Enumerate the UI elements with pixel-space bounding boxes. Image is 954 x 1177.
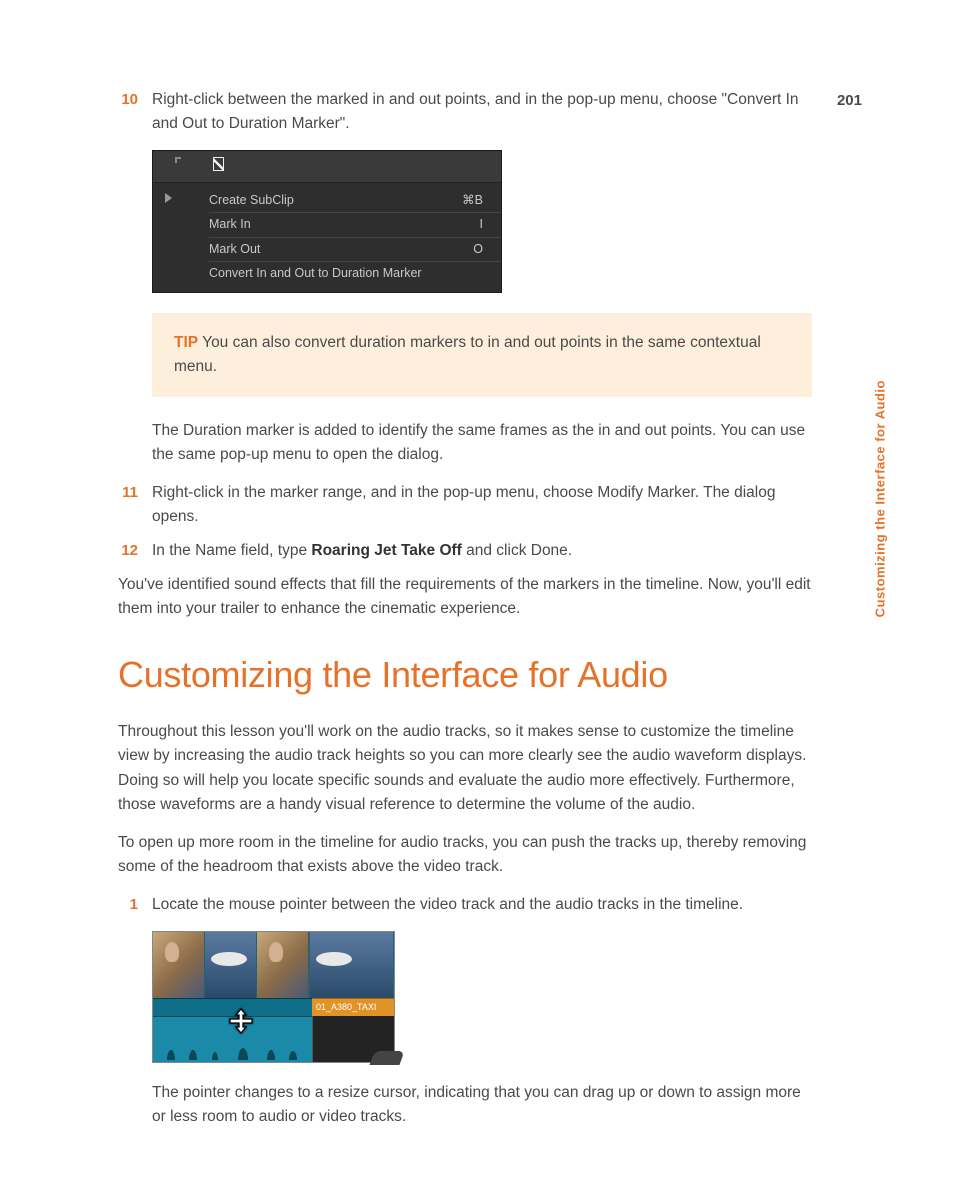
menu-label: Convert In and Out to Duration Marker xyxy=(209,264,422,283)
timeline-figure: 01_A380_TAXI xyxy=(152,931,395,1063)
menu-item-mark-in: Mark In I xyxy=(209,213,501,237)
menu-shortcut: ⌘B xyxy=(462,191,483,210)
audio-empty xyxy=(312,1016,394,1062)
text-part: and click Done. xyxy=(462,542,572,559)
waveform-icon xyxy=(369,1051,404,1065)
plane-thumb xyxy=(310,932,394,998)
step-number: 12 xyxy=(118,539,152,563)
step-12: 12 In the Name field, type Roaring Jet T… xyxy=(118,539,812,563)
step-text: Right-click in the marker range, and in … xyxy=(152,481,812,529)
bold-text: Roaring Jet Take Off xyxy=(311,542,461,559)
paragraph: To open up more room in the timeline for… xyxy=(118,831,812,879)
menu-shortcut: O xyxy=(473,240,483,259)
clip-label: 01_A380_TAXI xyxy=(312,998,394,1016)
text-part: In the Name field, type xyxy=(152,542,311,559)
step-text: In the Name field, type Roaring Jet Take… xyxy=(152,539,812,563)
section-heading: Customizing the Interface for Audio xyxy=(118,647,812,703)
menu-shortcut: I xyxy=(480,215,483,234)
menu-label: Mark In xyxy=(209,215,251,234)
step-text: Right-click between the marked in and ou… xyxy=(152,88,812,136)
menu-label: Create SubClip xyxy=(209,191,294,210)
paragraph: Throughout this lesson you'll work on th… xyxy=(118,720,812,816)
menu-items: Create SubClip ⌘B Mark In I Mark Out O C… xyxy=(153,183,501,292)
tip-text: You can also convert duration markers to… xyxy=(174,334,761,375)
clip-label-row: 01_A380_TAXI xyxy=(153,998,394,1016)
menu-label: Mark Out xyxy=(209,240,260,259)
paragraph: The Duration marker is added to identify… xyxy=(152,419,812,467)
video-thumbnail xyxy=(205,932,257,998)
play-icon xyxy=(165,193,172,203)
video-thumbnail xyxy=(257,932,309,998)
context-menu-figure: Create SubClip ⌘B Mark In I Mark Out O C… xyxy=(152,150,502,293)
menu-item-mark-out: Mark Out O xyxy=(209,238,501,262)
menu-item-convert-duration: Convert In and Out to Duration Marker xyxy=(209,262,501,285)
side-running-title: Customizing the Interface for Audio xyxy=(870,380,890,617)
step-number: 10 xyxy=(118,88,152,136)
menu-item-create-subclip: Create SubClip ⌘B xyxy=(209,189,501,213)
audio-track xyxy=(153,1016,394,1062)
step-number: 11 xyxy=(118,481,152,529)
step-number: 1 xyxy=(118,893,152,917)
video-thumbnail xyxy=(153,932,205,998)
step-10: 10 Right-click between the marked in and… xyxy=(118,88,812,136)
video-thumbnail xyxy=(309,932,394,998)
paragraph: The pointer changes to a resize cursor, … xyxy=(152,1081,812,1129)
waveform-icon xyxy=(153,1046,312,1060)
tip-callout: TIP You can also convert duration marker… xyxy=(152,313,812,397)
menu-ruler-area xyxy=(153,151,501,183)
paragraph: You've identified sound effects that fil… xyxy=(118,573,812,621)
video-track xyxy=(153,932,394,998)
page-number: 201 xyxy=(837,89,862,112)
step-text: Locate the mouse pointer between the vid… xyxy=(152,893,812,917)
page-content: 10 Right-click between the marked in and… xyxy=(118,88,812,1143)
tip-label: TIP xyxy=(174,334,198,351)
step-11: 11 Right-click in the marker range, and … xyxy=(118,481,812,529)
resize-cursor-icon xyxy=(227,1008,255,1034)
step-1: 1 Locate the mouse pointer between the v… xyxy=(118,893,812,917)
